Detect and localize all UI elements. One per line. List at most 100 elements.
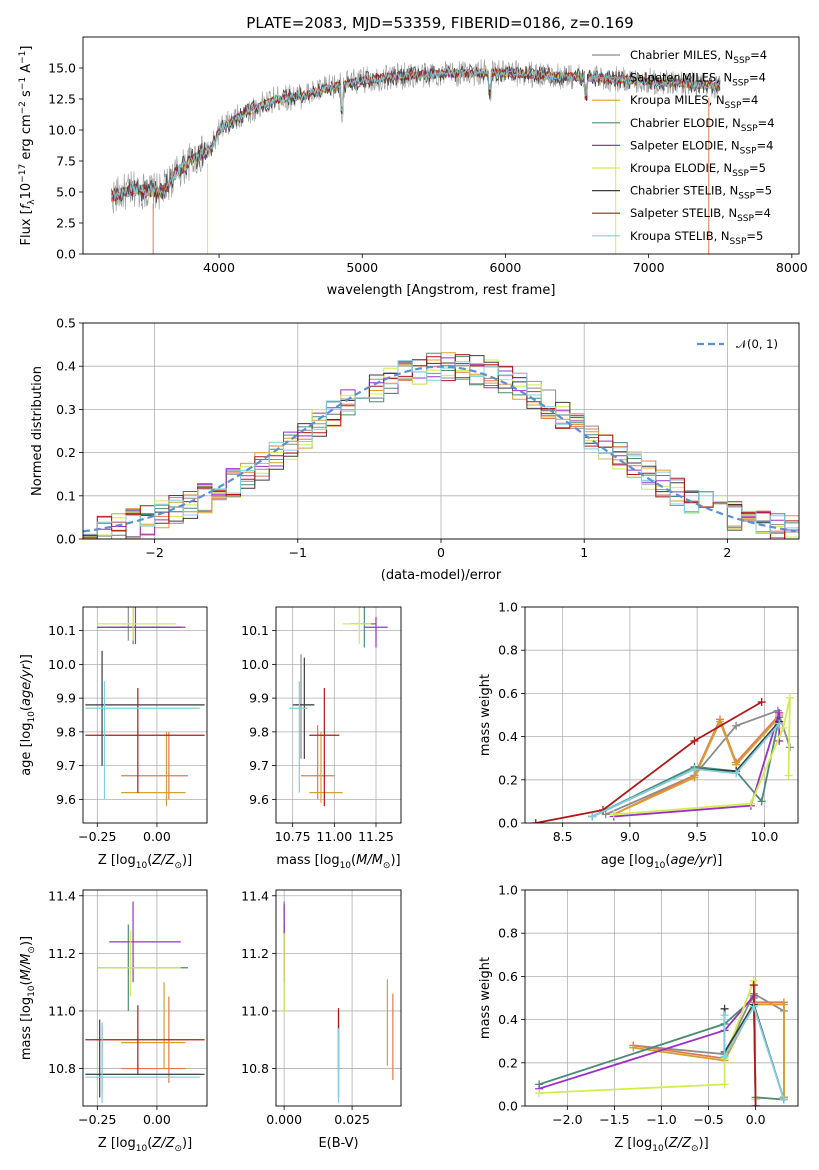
weight-marker — [751, 1102, 760, 1106]
x-axis-label: Z [log10(Z/Z⊙)] — [614, 1136, 708, 1154]
errorbar-point-4 — [97, 607, 186, 645]
weight-marker — [749, 1002, 758, 1011]
errorbar-point-8 — [85, 1022, 200, 1104]
errorbar-point-6 — [85, 1019, 205, 1098]
weight-marker — [690, 773, 699, 782]
y-tick-label: 0.8 — [498, 926, 518, 941]
y-tick-label: 0.4 — [56, 359, 76, 374]
grid — [83, 607, 207, 823]
y-tick-label: 9.8 — [56, 724, 76, 739]
weight-marker — [779, 723, 788, 732]
plot-area — [289, 607, 388, 807]
y-tick-label: 10.8 — [48, 1061, 76, 1076]
y-tick-label: 9.9 — [56, 691, 76, 706]
axes-frame — [275, 606, 402, 824]
errorbar-point-4 — [364, 617, 388, 648]
y-tick-label: 10.0 — [241, 657, 269, 672]
y-tick-label: 0.2 — [498, 772, 518, 787]
errorbar-point-7 — [85, 1005, 205, 1075]
legend-entry: Salpeter MILES, NSSP=4 — [630, 71, 766, 89]
errorbar-point-5 — [97, 930, 181, 997]
axes: 8.5 9.0 9.5 10.0 0.0 0.2 0.4 0.6 0.8 1.0 — [498, 600, 778, 845]
weight-marker — [629, 1043, 638, 1052]
axes-frame — [82, 322, 800, 540]
chart-age_vs_Z: −0.25 0.00 9.6 9.7 9.8 9.9 10.0 10.1 Z [log10(Z/… — [19, 606, 208, 871]
x-tick-label: −0.25 — [78, 829, 116, 844]
x-tick-label: 0.000 — [266, 1112, 302, 1127]
x-tick-label: −2 — [145, 545, 163, 560]
x-tick-label: 8000 — [776, 260, 808, 275]
spectrum-line-8 — [111, 67, 721, 200]
errorbar-point-1 — [301, 725, 335, 800]
weight-marker — [775, 708, 784, 717]
plot-area — [111, 59, 721, 254]
axes: −2 −1 0 1 2 0.0 0.1 0.2 0.3 0.4 0.5 — [56, 316, 731, 561]
weight-marker — [746, 799, 755, 808]
errorbar-point-2 — [121, 731, 186, 807]
y-axis-label: mass weight — [478, 674, 493, 756]
x-tick-label: 6000 — [490, 260, 522, 275]
chart-residuals: −2 −1 0 1 2 0.0 0.1 0.2 0.3 0.4 0.5 (data-model)/er… — [30, 316, 800, 583]
weight-marker — [732, 769, 741, 778]
weight-marker — [757, 698, 766, 707]
axes: 0.000 0.025 10.8 11.0 11.2 11.4 — [241, 888, 370, 1127]
y-tick-label: 10.0 — [48, 657, 76, 672]
x-tick-label: 10.75 — [275, 829, 311, 844]
legend-entry: Salpeter ELODIE, NSSP=4 — [630, 138, 773, 156]
axes-frame — [524, 889, 799, 1107]
errorbar-point-1 — [121, 731, 188, 800]
weight-series-8 — [588, 719, 784, 821]
legend-entry: Kroupa ELODIE, NSSP=5 — [630, 161, 766, 179]
y-tick-label: 0.0 — [498, 816, 518, 831]
weight-line — [723, 1004, 785, 1100]
weight-series-5 — [609, 693, 794, 819]
y-tick-label: 5.0 — [56, 185, 76, 200]
y-tick-label: 0.1 — [56, 488, 76, 503]
y-tick-label: 0.3 — [56, 402, 76, 417]
weight-marker — [775, 719, 784, 728]
x-axis-label: mass [log10(M/M⊙)] — [276, 853, 400, 871]
legend: 𝒩(0, 1) — [697, 337, 778, 351]
y-axis-label: Flux [fλ10−17 erg cm−2 s−1 A−1] — [18, 46, 37, 246]
y-tick-label: 10.1 — [48, 623, 76, 638]
axes: −2.0 −1.5 −1.0 −0.5 0.0 0.0 0.2 0.4 0.6 0.8 1.0 — [498, 883, 766, 1128]
chart-spectrum: 4000 5000 6000 7000 8000 0.0 2.5 5.0 7.5 10.0 12.5… — [18, 36, 808, 298]
errorbar-point-2 — [309, 731, 343, 803]
chart-mass_vs_Z: −0.25 0.00 10.8 11.0 11.2 11.4 Z [log10(Z/Z⊙)]… — [19, 888, 208, 1154]
errorbar-point-5 — [342, 607, 371, 645]
y-tick-label: 9.7 — [56, 758, 76, 773]
weight-series-1 — [609, 711, 784, 819]
x-tick-label: −0.25 — [78, 1112, 116, 1127]
weight-series-2 — [609, 713, 784, 819]
x-tick-label: 8.5 — [553, 829, 573, 844]
y-tick-label: 11.0 — [48, 1003, 76, 1018]
legend-entry: Chabrier MILES, NSSP=4 — [630, 48, 767, 66]
weight-marker — [601, 810, 610, 819]
y-tick-label: 15.0 — [48, 61, 76, 76]
weight-series-8 — [720, 1002, 788, 1104]
x-tick-label: 9.5 — [687, 829, 707, 844]
y-tick-label: 9.7 — [249, 758, 269, 773]
legend-entry: Chabrier STELIB, NSSP=5 — [630, 184, 772, 202]
chart-weight_vs_age: 8.5 9.0 9.5 10.0 0.0 0.2 0.4 0.6 0.8 1.0 age [log1… — [478, 600, 799, 871]
errorbar-point-8 — [289, 681, 308, 793]
legend-entry: Salpeter STELIB, NSSP=4 — [630, 206, 771, 224]
x-tick-label: 9.0 — [620, 829, 640, 844]
x-axis-label: Z [log10(Z/Z⊙)] — [98, 853, 192, 871]
y-tick-label: 0.6 — [498, 686, 518, 701]
weight-marker — [779, 1095, 788, 1104]
weight-marker — [531, 819, 540, 823]
legend: Chabrier MILES, NSSP=4 Salpeter MILES, NS… — [592, 48, 775, 247]
y-axis-label: mass weight — [478, 957, 493, 1039]
y-axis-label: Normed distribution — [30, 366, 45, 496]
weight-marker — [609, 810, 618, 819]
errorbar-point-8 — [85, 681, 200, 800]
y-tick-label: 10.0 — [48, 123, 76, 138]
legend-entry: 𝒩(0, 1) — [736, 337, 778, 351]
weight-line — [591, 723, 780, 818]
x-tick-label: 10.0 — [750, 829, 778, 844]
plot-area — [85, 607, 205, 807]
plot-area — [85, 901, 205, 1104]
y-tick-label: 9.6 — [56, 792, 76, 807]
